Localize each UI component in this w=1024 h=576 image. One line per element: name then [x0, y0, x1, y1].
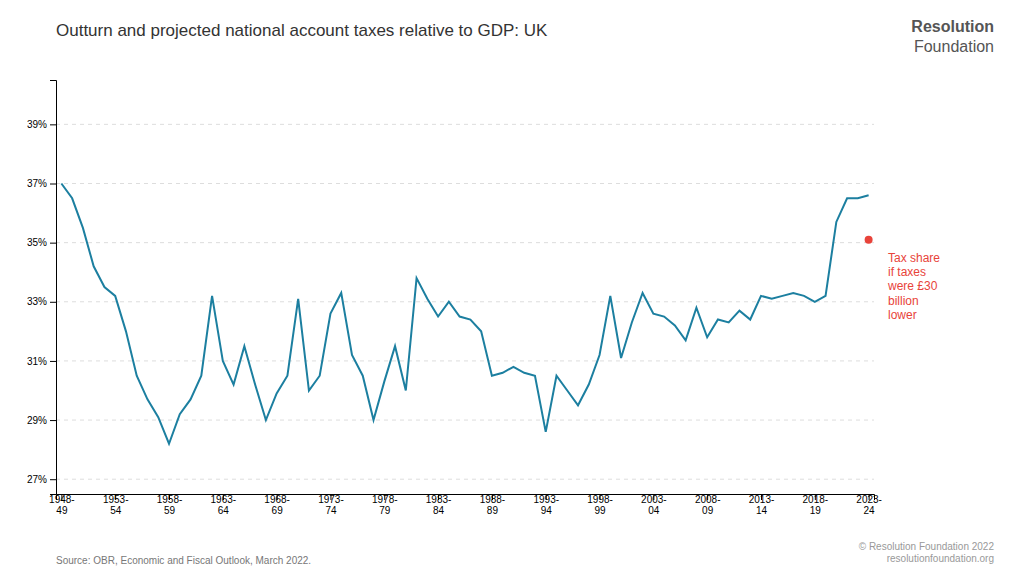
x-tick-label: 1993-94 — [533, 494, 559, 516]
y-tick-label: 33% — [27, 296, 47, 307]
y-tick: 29% — [27, 415, 56, 426]
x-tick: 2023-24 — [856, 494, 882, 516]
x-tick: 1978-79 — [372, 494, 398, 516]
x-tick-label: 1968-69 — [264, 494, 290, 516]
x-tick: 1968-69 — [264, 494, 290, 516]
annotation-dot — [865, 236, 873, 244]
x-tick-label: 1978-79 — [372, 494, 398, 516]
y-tick: 27% — [27, 474, 56, 485]
logo-text: Foundation — [914, 38, 994, 55]
plot-area: 27% 29% 31% 33% 35% 37% 39% 1948-49 1953-54 1958-… — [27, 81, 940, 517]
y-tick-label: 31% — [27, 356, 47, 367]
y-tick-mark — [50, 243, 56, 244]
x-tick: 1973-74 — [318, 494, 344, 516]
chart: Outturn and projected national account t… — [0, 0, 1024, 576]
copyright: © Resolution Foundation 2022resolutionfo… — [859, 541, 995, 564]
grid-line — [56, 183, 874, 184]
y-tick: 35% — [27, 237, 56, 248]
x-tick-label: 1948-49 — [49, 494, 75, 516]
y-tick-mark — [50, 124, 56, 125]
grid-line — [56, 301, 874, 302]
y-tick-mark — [50, 479, 56, 480]
grid-line — [56, 360, 874, 361]
source: Source: OBR, Economic and Fiscal Outlook… — [56, 555, 311, 566]
y-tick-label: 35% — [27, 237, 47, 248]
y-tick: 33% — [27, 296, 56, 307]
y-tick-label: 39% — [27, 119, 47, 130]
x-tick: 2003-04 — [641, 494, 667, 516]
x-tick: 1988-89 — [480, 494, 506, 516]
x-tick-label: 1988-89 — [480, 494, 506, 516]
grid-line — [56, 479, 874, 480]
x-tick-label: 1963-64 — [211, 494, 237, 516]
x-tick: 2013-14 — [749, 494, 775, 516]
x-tick-label: 1953-54 — [103, 494, 129, 516]
y-tick-mark — [50, 184, 56, 185]
x-tick-label: 2008-09 — [695, 494, 721, 516]
data-line — [61, 184, 868, 444]
x-tick-label: 2013-14 — [749, 494, 775, 516]
x-tick: 1958-59 — [157, 494, 183, 516]
x-tick: 1993-94 — [533, 494, 559, 516]
logo-text: Resolution — [911, 18, 994, 35]
annotation-text: Tax shareif taxeswere £30billionlower — [887, 251, 940, 323]
y-tick-label: 37% — [27, 178, 47, 189]
grid-line — [56, 242, 874, 243]
x-tick-label: 1983-84 — [426, 494, 452, 516]
x-tick: 1953-54 — [103, 494, 129, 516]
x-tick: 1983-84 — [426, 494, 452, 516]
x-tick: 2018-19 — [803, 494, 829, 516]
x-tick-label: 1958-59 — [157, 494, 183, 516]
y-axis: 27% 29% 31% 33% 35% 37% 39% — [27, 81, 57, 495]
y-tick: 39% — [27, 119, 56, 130]
y-tick: 37% — [27, 178, 56, 189]
y-tick-mark — [50, 361, 56, 362]
x-tick: 1948-49 — [49, 494, 75, 516]
x-tick: 1998-99 — [587, 494, 613, 516]
title: Outturn and projected national account t… — [56, 21, 548, 40]
x-tick-label: 1973-74 — [318, 494, 344, 516]
x-tick-label: 2003-04 — [641, 494, 667, 516]
y-tick-label: 27% — [27, 474, 47, 485]
y-axis-line — [50, 81, 57, 495]
y-tick-label: 29% — [27, 415, 47, 426]
grid — [56, 124, 874, 479]
x-axis: 1948-49 1953-54 1958-59 1963-64 1968-69 1973-… — [49, 494, 882, 516]
y-tick-mark — [50, 302, 56, 303]
x-tick: 1963-64 — [211, 494, 237, 516]
y-tick-mark — [50, 420, 56, 421]
y-tick: 31% — [27, 356, 56, 367]
grid-line — [56, 124, 874, 125]
marks — [61, 184, 872, 444]
x-tick-label: 2023-24 — [856, 494, 882, 516]
x-tick-label: 1998-99 — [587, 494, 613, 516]
x-tick: 2008-09 — [695, 494, 721, 516]
x-tick-label: 2018-19 — [803, 494, 829, 516]
